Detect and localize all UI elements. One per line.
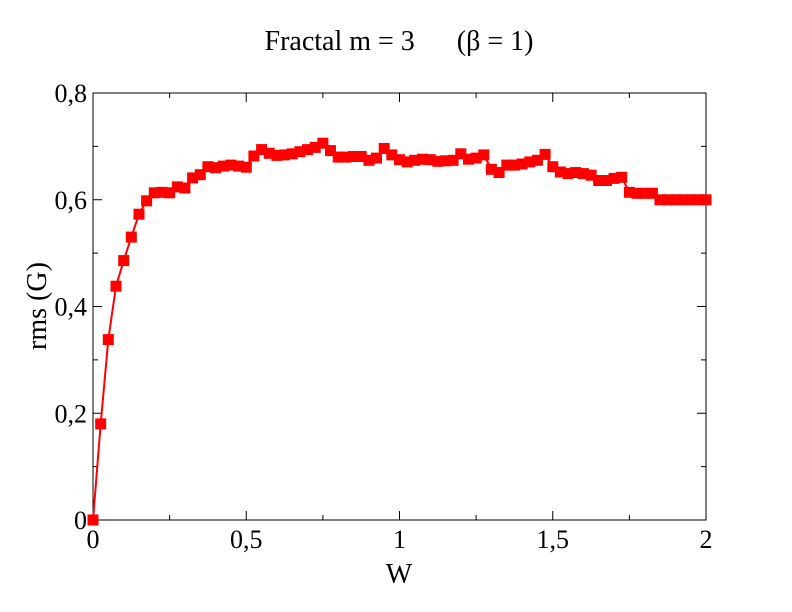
data-point (585, 169, 597, 181)
data-point (593, 175, 605, 186)
data-point (577, 168, 589, 180)
data-point (102, 334, 114, 346)
data-point (95, 418, 107, 430)
data-point (685, 194, 697, 206)
data-point (355, 151, 367, 162)
data-point (455, 148, 467, 160)
data-point (394, 154, 405, 166)
data-point (263, 147, 275, 159)
data-point (148, 187, 160, 199)
data-point (363, 154, 375, 166)
data-point (417, 153, 428, 165)
data-point (309, 141, 321, 153)
data-point (447, 154, 459, 166)
x-tick-label: 2 (700, 525, 713, 554)
data-point (125, 231, 137, 243)
data-point (432, 155, 444, 167)
data-point (539, 148, 551, 160)
data-point (317, 137, 329, 149)
data-point (371, 152, 382, 164)
data-point (470, 152, 482, 164)
data-point (256, 144, 268, 156)
data-point (202, 161, 214, 173)
plot-frame (92, 92, 707, 521)
x-tick-label: 1,5 (537, 525, 570, 554)
axis-ticks: 0 0,5 1 1,5 2 0 0,2 0,4 0,6 0,8 (55, 79, 713, 554)
data-point (240, 161, 252, 173)
y-axis-label: rms (G) (22, 262, 53, 350)
data-point (631, 187, 643, 199)
data-point (133, 208, 145, 220)
data-point (639, 187, 651, 199)
data-point (294, 146, 306, 158)
data-point (194, 169, 206, 181)
data-point (654, 194, 666, 206)
y-tick-label: 0,4 (55, 293, 88, 322)
data-point (118, 255, 130, 267)
data-point (401, 156, 413, 168)
data-point (156, 186, 168, 198)
data-point (210, 162, 222, 174)
data-point (141, 195, 153, 207)
data-point (279, 149, 291, 161)
y-tick-label: 0,2 (55, 399, 88, 428)
data-point (440, 155, 451, 167)
data-point (562, 168, 574, 180)
data-point (409, 154, 421, 166)
data-point (508, 159, 520, 171)
data-point (340, 151, 352, 163)
data-point (485, 163, 497, 175)
x-axis-label: W (386, 559, 413, 590)
data-point (531, 154, 543, 166)
data-point (623, 186, 635, 198)
data-point (669, 194, 681, 206)
chart-title: Fractal m = 3 (β = 1) (265, 26, 534, 57)
data-point (171, 181, 183, 193)
data-point (187, 172, 199, 184)
data-point (463, 153, 474, 165)
data-point (302, 144, 313, 156)
data-point (616, 171, 628, 183)
series-layer (87, 137, 712, 526)
data-point (646, 187, 658, 199)
data-point (286, 148, 298, 160)
data-point (248, 150, 260, 162)
data-point (700, 194, 712, 206)
data-point (87, 514, 99, 526)
data-point (217, 160, 229, 172)
data-point (348, 151, 359, 162)
data-point (386, 149, 398, 161)
x-tick-label: 0,5 (230, 525, 263, 554)
x-tick-label: 0 (87, 525, 100, 554)
data-point (516, 158, 528, 170)
series-line (92, 141, 706, 521)
data-point (662, 194, 674, 206)
x-tick-label: 1 (393, 525, 406, 554)
data-point (424, 154, 436, 166)
data-point (233, 160, 245, 172)
data-point (110, 280, 122, 292)
data-point (570, 167, 582, 178)
y-tick-label: 0,8 (55, 79, 88, 108)
y-tick-label: 0 (74, 506, 87, 535)
data-point (179, 182, 191, 194)
data-point (325, 145, 336, 157)
data-point (225, 159, 237, 171)
data-point (608, 172, 620, 184)
data-point (501, 159, 513, 171)
data-point (547, 161, 559, 173)
data-point (378, 143, 390, 154)
data-point (677, 194, 689, 206)
data-point (493, 167, 505, 178)
data-point (271, 149, 283, 161)
data-point (600, 175, 612, 186)
data-point (524, 156, 536, 168)
data-point (332, 151, 344, 163)
y-tick-label: 0,6 (55, 186, 88, 215)
data-point (692, 194, 704, 206)
data-point (164, 187, 176, 199)
data-point (478, 149, 490, 161)
data-point (554, 166, 566, 178)
